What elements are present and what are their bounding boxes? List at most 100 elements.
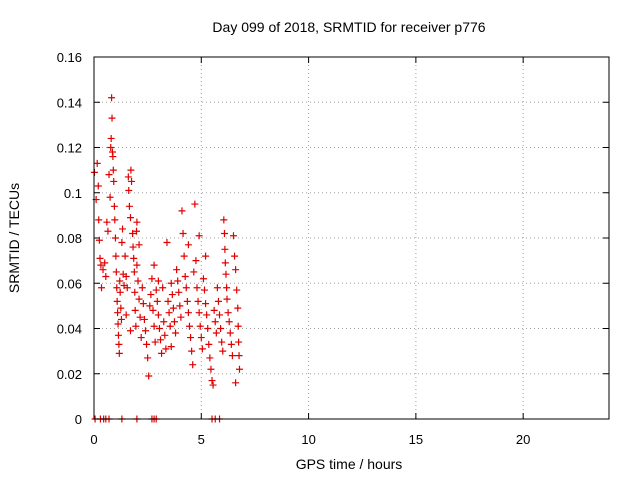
data-point	[93, 159, 101, 167]
data-point	[137, 334, 145, 342]
data-point	[212, 329, 220, 337]
x-tick-labels: 0 5 10 15 20	[90, 432, 530, 447]
data-point	[130, 254, 138, 262]
y-tick-label: 0	[75, 412, 82, 427]
data-point	[176, 302, 184, 310]
data-point	[203, 311, 211, 319]
data-point	[202, 300, 210, 308]
data-point	[220, 216, 228, 224]
data-point	[139, 300, 147, 308]
data-point	[116, 277, 124, 285]
data-point	[229, 232, 237, 240]
data-point	[219, 347, 227, 355]
data-point	[196, 322, 204, 330]
data-point	[208, 377, 216, 385]
data-point	[224, 309, 232, 317]
data-point	[188, 347, 196, 355]
data-point	[225, 318, 233, 326]
y-tick-label: 0.14	[57, 95, 82, 110]
y-tick-label: 0.04	[57, 322, 82, 337]
data-point	[150, 261, 158, 269]
data-point	[177, 313, 185, 321]
y-tick-label: 0.12	[57, 141, 82, 156]
data-point	[235, 365, 243, 373]
data-point	[235, 338, 243, 346]
data-point	[115, 340, 123, 348]
data-point	[108, 114, 116, 122]
data-point	[202, 252, 210, 260]
data-point	[136, 313, 144, 321]
data-point	[162, 345, 170, 353]
data-point	[172, 329, 180, 337]
data-point	[154, 277, 162, 285]
data-point	[143, 340, 151, 348]
data-point	[181, 272, 189, 280]
data-point	[184, 241, 192, 249]
data-point	[145, 372, 153, 380]
data-point	[153, 297, 161, 305]
data-point	[167, 343, 175, 351]
data-point	[182, 284, 190, 292]
data-point	[234, 322, 242, 330]
x-tick-label: 15	[409, 432, 423, 447]
data-point	[218, 338, 226, 346]
data-point	[121, 252, 129, 260]
data-point	[144, 354, 152, 362]
data-point	[157, 336, 165, 344]
data-point	[130, 268, 138, 276]
data-point	[221, 259, 229, 267]
data-point	[187, 334, 195, 342]
data-point	[126, 327, 134, 335]
data-point	[213, 284, 221, 292]
data-point	[235, 352, 243, 360]
y-tick-label: 0.1	[64, 186, 82, 201]
data-point	[114, 331, 122, 339]
x-tick-label: 20	[516, 432, 530, 447]
data-point	[169, 304, 177, 312]
data-point	[135, 241, 143, 249]
y-tick-label: 0.06	[57, 276, 82, 291]
data-point	[232, 266, 240, 274]
data-point	[125, 202, 133, 210]
data-point	[152, 286, 160, 294]
data-point	[179, 229, 187, 237]
data-point	[201, 286, 209, 294]
y-tick-label: 0.02	[57, 367, 82, 382]
data-point	[190, 268, 198, 276]
grid-lines	[94, 57, 609, 419]
data-point	[173, 266, 181, 274]
data-point	[133, 261, 141, 269]
data-point	[151, 338, 159, 346]
data-points	[90, 94, 243, 423]
data-point	[211, 318, 219, 326]
data-point	[109, 166, 117, 174]
data-point	[95, 216, 103, 224]
data-point	[207, 365, 215, 373]
data-point	[222, 270, 230, 278]
data-point	[195, 309, 203, 317]
data-point	[113, 297, 121, 305]
data-point	[180, 252, 188, 260]
data-point	[226, 329, 234, 337]
data-point	[167, 279, 175, 287]
data-point	[214, 297, 222, 305]
data-point	[149, 306, 157, 314]
data-point	[164, 297, 172, 305]
data-point	[132, 227, 140, 235]
data-point	[210, 306, 218, 314]
data-point	[102, 272, 110, 280]
data-point	[123, 284, 131, 292]
data-point	[231, 252, 239, 260]
data-point	[129, 229, 137, 237]
data-point	[227, 340, 235, 348]
data-point	[106, 193, 114, 201]
data-point	[117, 315, 125, 323]
data-point	[184, 309, 192, 317]
data-point	[197, 334, 205, 342]
data-point	[122, 311, 130, 319]
data-point	[228, 352, 236, 360]
y-tick-labels: 0 0.02 0.04 0.06 0.08 0.1 0.12 0.14 0.16	[57, 50, 82, 427]
data-point	[113, 284, 121, 292]
data-point	[160, 318, 168, 326]
